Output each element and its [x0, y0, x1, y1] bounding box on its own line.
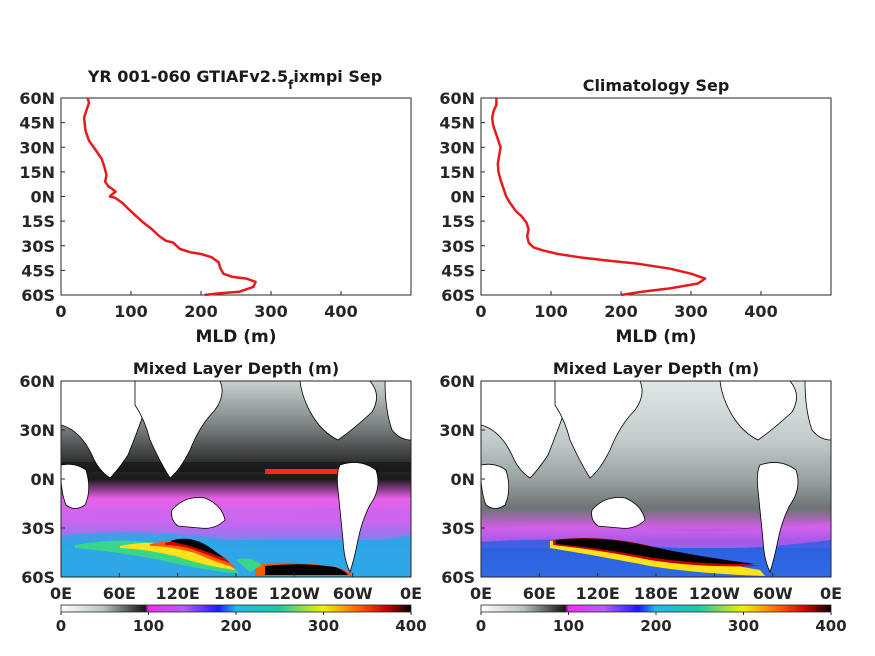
- colorbar-tick-label: 200: [640, 617, 671, 635]
- map-x-tick-label: 0E: [400, 584, 422, 603]
- y-tick-label: 45N: [439, 114, 475, 133]
- y-tick-label: 30N: [19, 138, 55, 157]
- colorbar-tick-label: 300: [728, 617, 759, 635]
- profile-model-line: [82, 97, 257, 297]
- map-x-tick-label: 120W: [269, 584, 320, 603]
- x-tick-label: 400: [324, 302, 357, 321]
- y-tick-label: 45N: [19, 114, 55, 133]
- map-y-tick-label: 30N: [19, 421, 55, 440]
- map-y-tick-label: 60N: [19, 372, 55, 391]
- y-tick-label: 15S: [21, 212, 55, 231]
- map-clim-panel: Mixed Layer Depth (m) 0E 60E 120E 180E 120W 6…: [439, 359, 846, 635]
- profile-model-title-sub: f: [288, 78, 294, 92]
- y-tick-label: 15S: [441, 212, 475, 231]
- map-y-tick-label: 60S: [441, 568, 475, 587]
- x-tick-label: 300: [254, 302, 287, 321]
- x-tick-label: 100: [534, 302, 567, 321]
- map-model-colorbar-ticks: 0 100 200 300 400: [56, 612, 427, 635]
- profile-model-panel: YR 001-060 GTIAFv2.5fixmpi Sep 0 100 200 30…: [19, 67, 412, 347]
- map-model-colorbar: [60, 604, 412, 613]
- profile-model-title: YR 001-060 GTIAFv2.5fixmpi Sep: [87, 67, 382, 92]
- x-tick-label: 100: [114, 302, 147, 321]
- profile-model-ticks: 0 100 200 300 400 60N 45N 30N 15N 0N 15S 30S 45S 60S: [19, 89, 357, 321]
- x-tick-label: 400: [744, 302, 777, 321]
- map-x-tick-label: 180E: [634, 584, 678, 603]
- map-clim-colorbar: [480, 604, 832, 613]
- map-model-ticks: 0E 60E 120E 180E 120W 60W 0E 60N 30N 0N 30S 60S: [19, 372, 422, 603]
- map-clim-title: Mixed Layer Depth (m): [553, 359, 759, 378]
- map-x-tick-label: 120E: [576, 584, 620, 603]
- profile-clim-ticks: 0 100 200 300 400 60N 45N 30N 15N 0N 15S 30S 45S 60S: [439, 89, 777, 321]
- x-tick-label: 200: [604, 302, 637, 321]
- map-y-tick-label: 0N: [30, 470, 55, 489]
- colorbar-tick-label: 100: [133, 617, 164, 635]
- colorbar-tick-label: 100: [553, 617, 584, 635]
- x-tick-label: 200: [184, 302, 217, 321]
- map-model-land: [61, 381, 411, 574]
- y-tick-label: 60S: [441, 286, 475, 305]
- map-x-tick-label: 60W: [753, 584, 793, 603]
- y-tick-label: 45S: [441, 261, 475, 280]
- colorbar-tick-label: 400: [815, 617, 846, 635]
- y-tick-label: 15N: [439, 163, 475, 182]
- y-tick-label: 30S: [21, 237, 55, 256]
- map-y-tick-label: 60N: [439, 372, 475, 391]
- colorbar-tick-label: 0: [56, 617, 66, 635]
- profile-clim-line: [490, 98, 707, 297]
- profile-model-axes: [60, 97, 412, 296]
- colorbar-tick-label: 0: [476, 617, 486, 635]
- map-x-tick-label: 180E: [214, 584, 258, 603]
- map-clim-ticks: 0E 60E 120E 180E 120W 60W 0E 60N 30N 0N 30S 60S: [439, 372, 842, 603]
- map-y-tick-label: 30S: [441, 519, 475, 538]
- map-x-tick-label: 0E: [820, 584, 842, 603]
- profile-model-title-tail: ixmpi Sep: [293, 67, 382, 86]
- profile-clim-xlabel: MLD (m): [615, 327, 696, 347]
- x-tick-label: 300: [674, 302, 707, 321]
- map-x-tick-label: 60E: [523, 584, 556, 603]
- y-tick-label: 60S: [21, 286, 55, 305]
- profile-clim-panel: Climatology Sep 0 100 200 300 400 60N 45N 30N 15…: [439, 76, 832, 347]
- x-tick-label: 0: [475, 302, 486, 321]
- map-x-tick-label: 0E: [50, 584, 72, 603]
- y-tick-label: 0N: [450, 188, 475, 207]
- map-x-tick-label: 120E: [156, 584, 200, 603]
- x-tick-label: 0: [55, 302, 66, 321]
- map-y-tick-label: 30N: [439, 421, 475, 440]
- profile-model-title-main: YR 001-060 GTIAFv2.5: [87, 67, 288, 86]
- colorbar-tick-label: 300: [308, 617, 339, 635]
- map-y-tick-label: 60S: [21, 568, 55, 587]
- map-y-tick-label: 30S: [21, 519, 55, 538]
- y-tick-label: 45S: [21, 261, 55, 280]
- y-tick-label: 0N: [30, 188, 55, 207]
- y-tick-label: 15N: [19, 163, 55, 182]
- profile-model-xlabel: MLD (m): [195, 327, 276, 347]
- map-x-tick-label: 60W: [333, 584, 373, 603]
- y-tick-label: 60N: [439, 89, 475, 108]
- colorbar-tick-label: 400: [395, 617, 426, 635]
- y-tick-label: 30S: [441, 237, 475, 256]
- y-tick-label: 60N: [19, 89, 55, 108]
- map-y-tick-label: 0N: [450, 470, 475, 489]
- map-clim-land: [481, 381, 831, 574]
- map-model-title: Mixed Layer Depth (m): [133, 359, 339, 378]
- map-clim-colorbar-ticks: 0 100 200 300 400: [476, 612, 847, 635]
- map-x-tick-label: 60E: [103, 584, 136, 603]
- colorbar-tick-label: 200: [220, 617, 251, 635]
- map-x-tick-label: 0E: [470, 584, 492, 603]
- profile-clim-title: Climatology Sep: [583, 76, 730, 95]
- map-x-tick-label: 120W: [689, 584, 740, 603]
- y-tick-label: 30N: [439, 138, 475, 157]
- map-model-panel: Mixed Layer Depth (m) 0E 60E 120E: [19, 359, 426, 635]
